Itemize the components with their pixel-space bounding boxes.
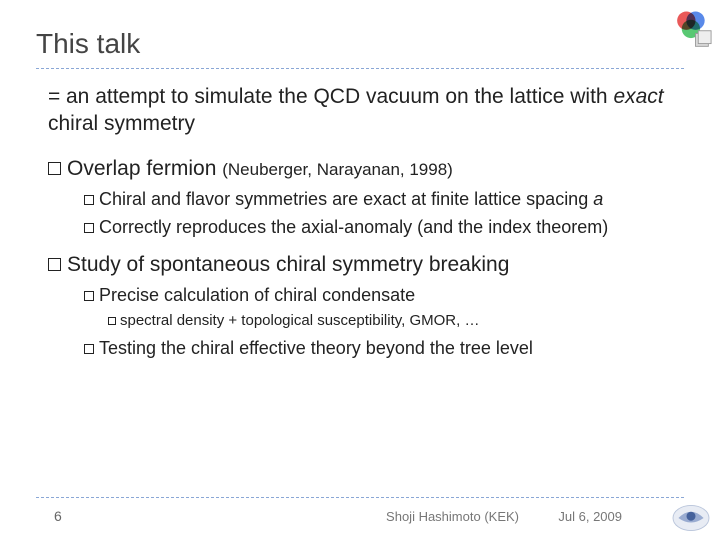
- equals-sign: =: [48, 83, 66, 110]
- box-icon: [48, 258, 61, 271]
- overlap-label: Overlap fermion: [67, 157, 222, 180]
- lead-exact: exact: [613, 85, 663, 108]
- bullet-overlap-sub1: Chiral and flavor symmetries are exact a…: [84, 187, 684, 211]
- overlap-ref: (Neuberger, Narayanan, 1998): [222, 160, 453, 179]
- box-icon: [84, 223, 94, 233]
- study-subsub1-text: spectral density + topological susceptib…: [120, 312, 479, 329]
- footer-date: Jul 6, 2009: [558, 509, 622, 524]
- study-sub2-text: Testing the chiral effective theory beyo…: [99, 338, 533, 358]
- lead-part-a: an attempt to simulate the QCD vacuum on…: [66, 85, 613, 108]
- bullet-study-head: Study of spontaneous chiral symmetry bre…: [48, 250, 684, 279]
- bullet-overlap: Overlap fermion (Neuberger, Narayanan, 1…: [48, 154, 684, 240]
- box-icon: [84, 344, 94, 354]
- bullet-study-subsub1: spectral density + topological susceptib…: [108, 311, 684, 331]
- bullet-study: Study of spontaneous chiral symmetry bre…: [48, 250, 684, 360]
- bullet-study-sub1: Precise calculation of chiral condensate: [84, 283, 684, 307]
- bullet-overlap-sub2: Correctly reproduces the axial-anomaly (…: [84, 215, 684, 239]
- footer: 6 Shoji Hashimoto (KEK) Jul 6, 2009: [36, 502, 684, 526]
- slide: This talk =an attempt to simulate the QC…: [0, 0, 720, 540]
- overlap-sub2-text: Correctly reproduces the axial-anomaly (…: [99, 217, 608, 237]
- overlap-sub1-text: Chiral and flavor symmetries are exact a…: [99, 189, 593, 209]
- box-icon: [48, 162, 61, 175]
- bullet-overlap-head: Overlap fermion (Neuberger, Narayanan, 1…: [48, 154, 684, 183]
- footer-separator: [36, 497, 684, 498]
- page-number: 6: [54, 508, 62, 524]
- box-icon: [108, 317, 116, 325]
- title-separator: [36, 68, 684, 69]
- box-icon: [84, 195, 94, 205]
- box-icon: [84, 291, 94, 301]
- swirl-logo-icon: [668, 500, 714, 536]
- lead-part-b: chiral symmetry: [48, 112, 195, 135]
- study-label: Study of spontaneous chiral symmetry bre…: [67, 253, 509, 276]
- study-sub1-text: Precise calculation of chiral condensate: [99, 285, 415, 305]
- venn-3d-icon: [668, 6, 712, 50]
- slide-title: This talk: [36, 28, 684, 60]
- lead-text: =an attempt to simulate the QCD vacuum o…: [48, 83, 684, 138]
- author-affiliation: Shoji Hashimoto (KEK): [386, 509, 519, 524]
- bullet-study-sub2: Testing the chiral effective theory beyo…: [84, 336, 684, 360]
- overlap-sub1-a: a: [593, 189, 603, 209]
